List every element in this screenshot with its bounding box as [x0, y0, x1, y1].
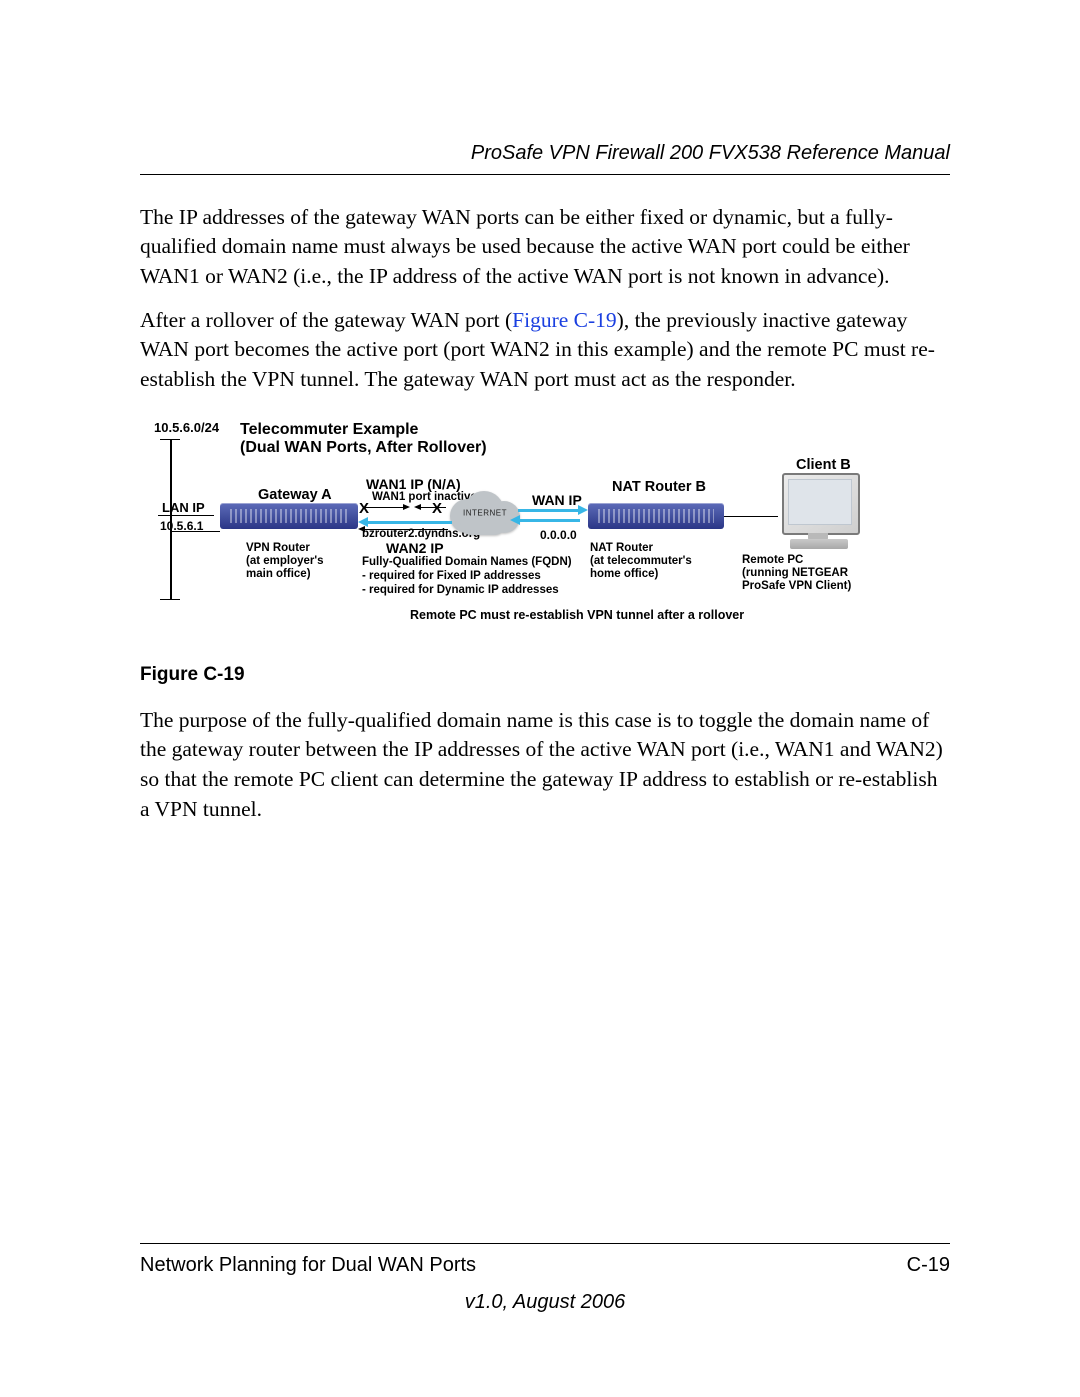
lan-ip-rule	[158, 515, 214, 517]
lan-tick	[160, 439, 180, 441]
footer-left: Network Planning for Dual WAN Ports	[140, 1252, 476, 1280]
nat-router-label: NAT Router B	[612, 477, 706, 497]
subnet-label: 10.5.6.0/24	[154, 419, 219, 437]
nat-to-pc-line	[724, 516, 778, 518]
diagram-bottom-note: Remote PC must re-establish VPN tunnel a…	[410, 607, 744, 624]
wan-ip-label: WAN IP	[532, 491, 582, 510]
x-mark-2: X	[432, 499, 442, 520]
client-b-label: Client B	[796, 455, 851, 475]
page-footer: Network Planning for Dual WAN Ports C-19…	[140, 1243, 950, 1317]
arrow-wan2-icon	[366, 521, 452, 524]
nat-desc-3: home office)	[590, 567, 658, 583]
paragraph-3: The purpose of the fully-qualified domai…	[140, 706, 950, 825]
lan-tick	[160, 599, 180, 601]
diagram-title-2: (Dual WAN Ports, After Rollover)	[240, 437, 487, 459]
gateway-a-router-icon	[220, 503, 358, 529]
lan-ip-value: 10.5.6.1	[160, 518, 203, 535]
nat-router-icon	[588, 503, 724, 529]
page: ProSafe VPN Firewall 200 FVX538 Referenc…	[0, 0, 1080, 1397]
figure-caption: Figure C-19	[140, 662, 950, 688]
diagram: 10.5.6.0/24 Telecommuter Example (Dual W…	[140, 419, 940, 644]
vpn-desc-3: main office)	[246, 567, 311, 583]
x-mark-1: X	[359, 499, 369, 520]
footer-rule	[140, 1243, 950, 1244]
client-b-pc-icon	[776, 473, 862, 549]
wan1-arrow-out	[364, 507, 404, 509]
pc-desc-3: ProSafe VPN Client)	[742, 579, 851, 595]
paragraph-1: The IP addresses of the gateway WAN port…	[140, 203, 950, 292]
footer-version: v1.0, August 2006	[140, 1289, 950, 1317]
wan2-thin-arrow	[364, 529, 448, 531]
gateway-a-label: Gateway A	[258, 485, 332, 505]
arrow-left-icon	[518, 519, 580, 522]
paragraph-2: After a rollover of the gateway WAN port…	[140, 306, 950, 395]
paragraph-2a: After a rollover of the gateway WAN port…	[140, 308, 512, 332]
page-header: ProSafe VPN Firewall 200 FVX538 Referenc…	[140, 140, 950, 175]
internet-cloud-icon: INTERNET	[450, 491, 520, 535]
figure-link[interactable]: Figure C-19	[512, 308, 617, 332]
cloud-text: INTERNET	[463, 507, 507, 518]
fqdn-line-2: - required for Dynamic IP addresses	[362, 583, 559, 599]
footer-right: C-19	[907, 1252, 950, 1280]
wan-remote-ip: 0.0.0.0	[540, 527, 577, 544]
